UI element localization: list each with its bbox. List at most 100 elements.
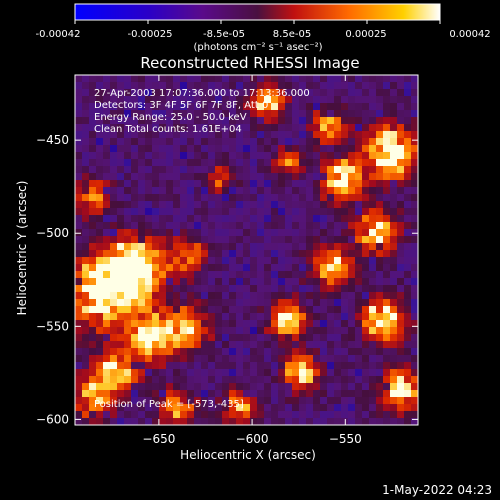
heatmap-cell (362, 89, 369, 96)
heatmap-cell (201, 124, 208, 131)
heatmap-cell (285, 334, 292, 341)
heatmap-cell (159, 404, 166, 411)
heatmap-cell (117, 201, 124, 208)
heatmap-cell (82, 292, 89, 299)
heatmap-cell (369, 145, 376, 152)
heatmap-cell (103, 194, 110, 201)
heatmap-cell (257, 341, 264, 348)
heatmap-cell (411, 201, 418, 208)
heatmap-cell (131, 264, 138, 271)
heatmap-cell (152, 292, 159, 299)
heatmap-cell (411, 369, 418, 376)
heatmap-cell (243, 110, 250, 117)
heatmap-cell (299, 390, 306, 397)
heatmap-cell (243, 75, 250, 82)
heatmap-cell (208, 383, 215, 390)
heatmap-cell (103, 376, 110, 383)
heatmap-cell (117, 243, 124, 250)
heatmap-cell (222, 355, 229, 362)
heatmap-cell (411, 320, 418, 327)
heatmap-cell (201, 278, 208, 285)
heatmap-cell (201, 369, 208, 376)
heatmap-cell (103, 285, 110, 292)
heatmap-cell (145, 173, 152, 180)
heatmap-cell (103, 208, 110, 215)
heatmap-cell (208, 257, 215, 264)
heatmap-cell (390, 152, 397, 159)
heatmap-cell (96, 292, 103, 299)
heatmap-cell (390, 180, 397, 187)
heatmap-cell (173, 222, 180, 229)
heatmap-cell (355, 208, 362, 215)
heatmap-cell (250, 152, 257, 159)
heatmap-cell (355, 229, 362, 236)
heatmap-cell (362, 285, 369, 292)
heatmap-cell (404, 383, 411, 390)
heatmap-cell (124, 369, 131, 376)
heatmap-cell (96, 180, 103, 187)
heatmap-cell (299, 397, 306, 404)
heatmap-cell (82, 166, 89, 173)
heatmap-cell (292, 75, 299, 82)
heatmap-cell (348, 334, 355, 341)
heatmap-cell (173, 215, 180, 222)
heatmap-cell (299, 131, 306, 138)
heatmap-cell (222, 152, 229, 159)
heatmap-cell (341, 187, 348, 194)
heatmap-cell (292, 299, 299, 306)
heatmap-cell (82, 89, 89, 96)
heatmap-cell (159, 208, 166, 215)
heatmap-cell (124, 208, 131, 215)
heatmap-cell (299, 215, 306, 222)
heatmap-cell (292, 138, 299, 145)
heatmap-cell (110, 362, 117, 369)
heatmap-cell (208, 145, 215, 152)
heatmap-cell (229, 369, 236, 376)
heatmap-cell (222, 215, 229, 222)
heatmap-cell (166, 124, 173, 131)
heatmap-cell (292, 404, 299, 411)
heatmap-cell (166, 208, 173, 215)
heatmap-cell (355, 285, 362, 292)
heatmap-cell (348, 383, 355, 390)
heatmap-cell (138, 278, 145, 285)
heatmap-cell (131, 362, 138, 369)
heatmap-cell (390, 124, 397, 131)
heatmap-cell (376, 257, 383, 264)
heatmap-cell (131, 334, 138, 341)
heatmap-cell (404, 327, 411, 334)
heatmap-cell (327, 292, 334, 299)
heatmap-cell (131, 257, 138, 264)
heatmap-cell (103, 124, 110, 131)
heatmap-cell (124, 313, 131, 320)
heatmap-cell (138, 110, 145, 117)
heatmap-cell (173, 75, 180, 82)
heatmap-cell (362, 334, 369, 341)
heatmap-cell (404, 159, 411, 166)
heatmap-cell (411, 376, 418, 383)
heatmap-cell (243, 194, 250, 201)
heatmap-cell (229, 89, 236, 96)
heatmap-cell (285, 397, 292, 404)
heatmap-cell (166, 306, 173, 313)
heatmap-cell (264, 243, 271, 250)
heatmap-cell (313, 257, 320, 264)
heatmap-cell (201, 138, 208, 145)
heatmap-cell (117, 222, 124, 229)
heatmap-cell (306, 397, 313, 404)
heatmap-cell (369, 383, 376, 390)
heatmap-cell (348, 299, 355, 306)
heatmap-cell (229, 222, 236, 229)
heatmap-cell (271, 271, 278, 278)
heatmap-cell (404, 194, 411, 201)
heatmap-cell (166, 117, 173, 124)
heatmap-cell (131, 159, 138, 166)
heatmap-cell (299, 187, 306, 194)
heatmap-cell (173, 96, 180, 103)
heatmap-cell (166, 159, 173, 166)
heatmap-cell (131, 131, 138, 138)
heatmap-cell (201, 117, 208, 124)
heatmap-cell (306, 117, 313, 124)
heatmap-cell (397, 131, 404, 138)
heatmap-cell (250, 418, 257, 425)
